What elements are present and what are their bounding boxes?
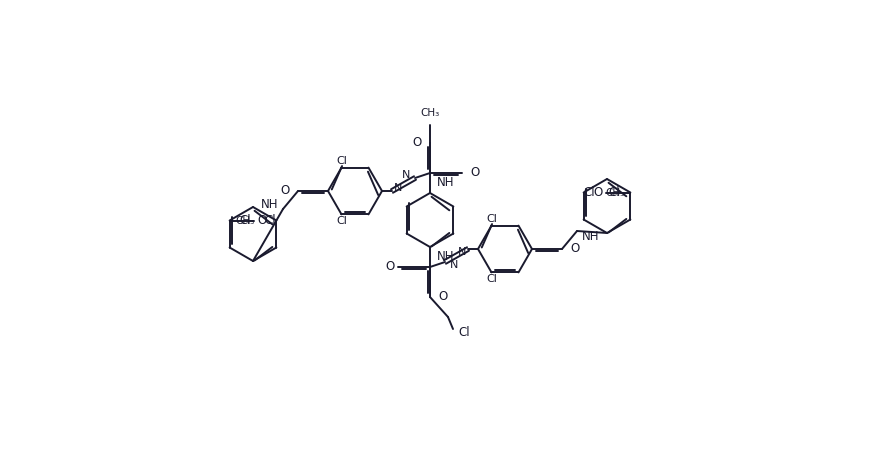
Text: O: O bbox=[570, 242, 579, 256]
Text: Cl: Cl bbox=[336, 156, 346, 166]
Text: NH: NH bbox=[260, 198, 277, 210]
Text: N: N bbox=[457, 247, 465, 257]
Text: CH₃: CH₃ bbox=[420, 108, 439, 118]
Text: CH₃: CH₃ bbox=[235, 216, 254, 226]
Text: N: N bbox=[393, 183, 402, 193]
Text: Cl: Cl bbox=[264, 214, 276, 227]
Text: Cl: Cl bbox=[583, 186, 595, 199]
Text: N: N bbox=[401, 170, 409, 180]
Text: NH: NH bbox=[437, 177, 454, 189]
Text: NH: NH bbox=[437, 250, 454, 264]
Text: O: O bbox=[438, 290, 447, 304]
Text: O: O bbox=[470, 167, 478, 179]
Text: N: N bbox=[449, 260, 458, 270]
Text: Cl: Cl bbox=[239, 214, 251, 227]
Text: Cl: Cl bbox=[608, 186, 619, 199]
Text: O: O bbox=[412, 137, 422, 149]
Text: Cl: Cl bbox=[336, 217, 346, 227]
Text: O: O bbox=[281, 185, 290, 198]
Text: Cl: Cl bbox=[486, 214, 496, 224]
Text: Cl: Cl bbox=[486, 274, 496, 284]
Text: O: O bbox=[257, 214, 266, 227]
Text: CH₃: CH₃ bbox=[605, 188, 624, 198]
Text: O: O bbox=[385, 260, 394, 274]
Text: NH: NH bbox=[581, 229, 599, 242]
Text: Cl: Cl bbox=[457, 327, 469, 339]
Text: O: O bbox=[593, 186, 602, 199]
